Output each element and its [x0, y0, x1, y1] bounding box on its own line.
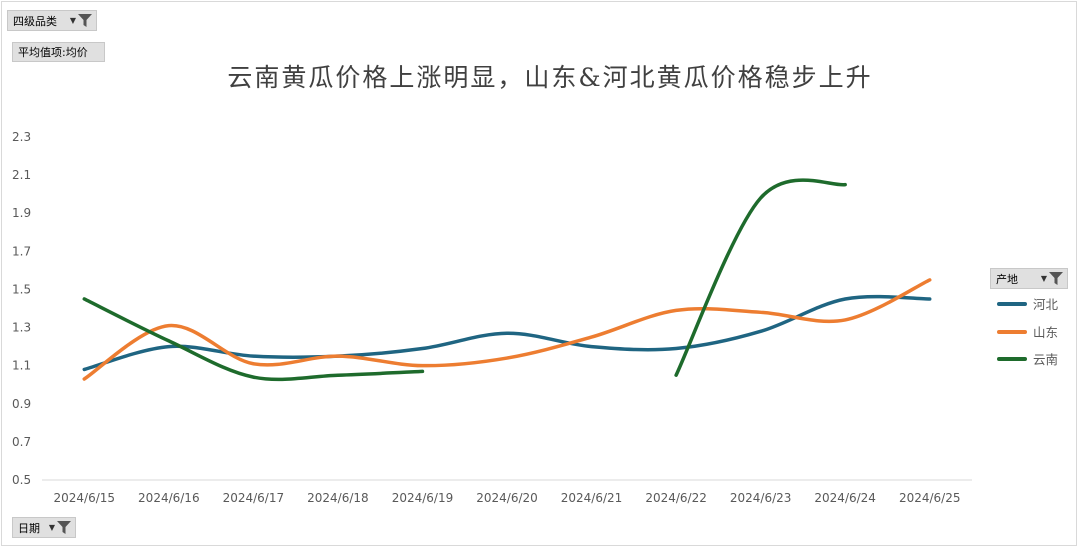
x-tick-label: 2024/6/16	[138, 491, 200, 505]
legend-item-yunnan[interactable]: 云南	[997, 349, 1058, 368]
series-line-yunnan	[82, 297, 425, 382]
legend-label: 山东	[1033, 325, 1059, 340]
category-filter-button[interactable]: 四级品类 ▼	[7, 10, 97, 31]
x-tick-label: 2024/6/22	[645, 491, 707, 505]
axis-filter-label: 日期	[18, 521, 40, 535]
series-line-yunnan	[674, 178, 847, 377]
y-tick-label: 2.3	[12, 130, 31, 144]
legend-item-shandong[interactable]: 山东	[997, 322, 1058, 341]
series-line-shandong	[82, 278, 932, 381]
legend-item-hebei[interactable]: 河北	[997, 294, 1058, 313]
axis-filter-button[interactable]: 日期 ▼	[12, 517, 76, 538]
chart-title: 云南黄瓜价格上涨明显，山东&河北黄瓜价格稳步上升	[227, 63, 873, 92]
dropdown-arrow-icon: ▼	[1040, 274, 1047, 283]
y-tick-label: 0.9	[12, 397, 31, 411]
legend-swatch	[997, 329, 1027, 334]
legend-label: 河北	[1033, 297, 1059, 312]
filter-icon	[1049, 272, 1063, 285]
measure-field-button[interactable]: 平均值项:均价	[12, 42, 105, 62]
x-tick-label: 2024/6/25	[899, 491, 961, 505]
series-filter-button[interactable]: 产地 ▼	[990, 268, 1068, 289]
series-filter-label: 产地	[996, 272, 1018, 286]
legend-swatch	[997, 356, 1027, 361]
x-tick-label: 2024/6/17	[223, 491, 285, 505]
y-tick-label: 1.5	[12, 282, 31, 296]
dropdown-arrow-icon: ▼	[48, 523, 55, 532]
y-tick-label: 2.1	[12, 168, 31, 182]
legend-swatch	[997, 301, 1027, 306]
x-tick-label: 2024/6/18	[307, 491, 369, 505]
measure-field-label: 平均值项:均价	[18, 46, 88, 59]
dropdown-arrow-icon: ▼	[69, 16, 76, 25]
x-tick-label: 2024/6/15	[54, 491, 116, 505]
x-tick-label: 2024/6/23	[730, 491, 792, 505]
y-tick-label: 1.3	[12, 321, 31, 335]
y-tick-label: 1.9	[12, 206, 31, 220]
x-tick-label: 2024/6/19	[392, 491, 454, 505]
filter-icon	[78, 14, 92, 27]
y-tick-label: 0.7	[12, 435, 31, 449]
category-filter-label: 四级品类	[13, 14, 57, 28]
x-tick-label: 2024/6/24	[814, 491, 876, 505]
y-tick-label: 0.5	[12, 473, 31, 487]
x-tick-label: 2024/6/21	[561, 491, 623, 505]
x-tick-label: 2024/6/20	[476, 491, 538, 505]
legend-label: 云南	[1033, 352, 1059, 367]
filter-icon	[57, 521, 71, 534]
y-tick-label: 1.1	[12, 359, 31, 373]
y-tick-label: 1.7	[12, 244, 31, 258]
